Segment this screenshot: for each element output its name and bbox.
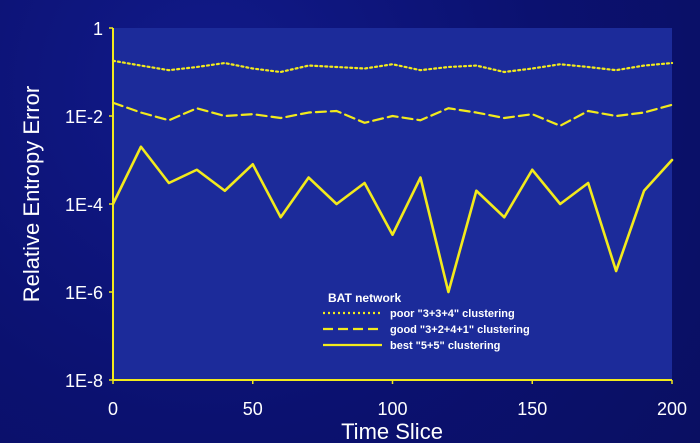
y-tick-label: 1E-2 (65, 107, 103, 127)
series-layer (111, 59, 674, 294)
series-line-3 (111, 145, 674, 294)
legend: BAT network poor "3+3+4" clustering good "… (323, 291, 530, 352)
x-tick-label: 200 (657, 399, 687, 419)
y-tick-label: 1E-4 (65, 195, 103, 215)
x-tick-label: 50 (243, 399, 263, 419)
series-line-1 (111, 59, 674, 74)
y-tick-label: 1E-6 (65, 283, 103, 303)
legend-title: BAT network (328, 291, 401, 305)
legend-item-label: poor "3+3+4" clustering (390, 308, 515, 320)
x-axis-title: Time Slice (341, 419, 443, 443)
legend-item-label: best "5+5" clustering (390, 340, 500, 352)
x-tick-label: 0 (108, 399, 118, 419)
y-tick-label: 1 (93, 19, 103, 39)
x-tick-label: 100 (377, 399, 407, 419)
series-line-2 (111, 101, 674, 127)
plot-area (113, 28, 672, 380)
axis-layer: 0 50 100 150 200 1 1E-2 1E-4 1E-6 1E-8 (65, 19, 687, 419)
y-axis-title: Relative Entropy Error (19, 86, 44, 302)
x-tick-label: 150 (517, 399, 547, 419)
y-tick-label: 1E-8 (65, 371, 103, 391)
legend-item-label: good "3+2+4+1" clustering (390, 324, 530, 336)
